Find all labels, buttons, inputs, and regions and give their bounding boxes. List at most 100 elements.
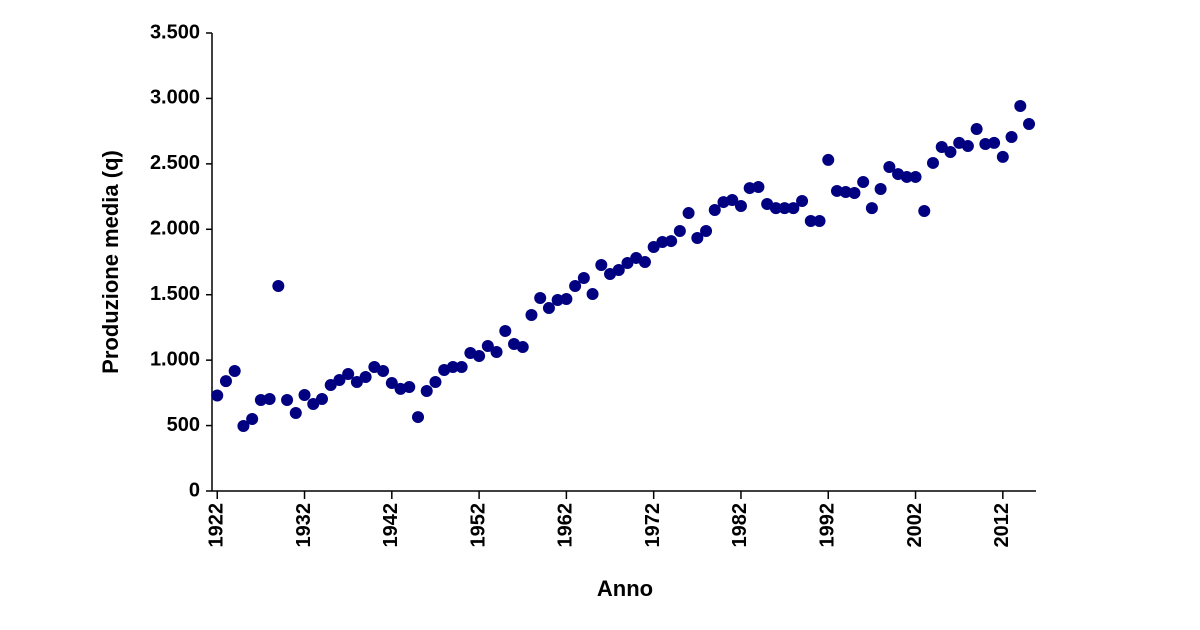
y-tick-label: 1.500	[150, 283, 200, 305]
point	[499, 324, 512, 337]
point	[307, 397, 320, 410]
y-tick-label: 2.500	[150, 152, 200, 174]
point	[769, 202, 782, 215]
point	[342, 368, 355, 381]
point	[813, 215, 826, 228]
point	[324, 379, 337, 392]
point	[211, 389, 224, 402]
y-tick-label: 3.000	[150, 87, 200, 109]
x-tick-label: 2002	[904, 503, 926, 548]
point	[385, 377, 398, 390]
point	[830, 184, 843, 197]
point	[988, 136, 1001, 149]
point	[656, 235, 669, 248]
point	[403, 380, 416, 393]
point	[665, 235, 678, 248]
point	[1023, 117, 1036, 130]
point	[787, 202, 800, 215]
point	[595, 259, 608, 272]
y-tick-label: 500	[167, 414, 200, 436]
point	[481, 340, 494, 353]
point	[647, 240, 660, 253]
point	[752, 181, 765, 194]
x-tick-label: 1942	[380, 503, 402, 548]
x-axis-title: Anno	[597, 576, 653, 601]
point	[228, 365, 241, 378]
y-tick-label: 2.000	[150, 218, 200, 240]
y-tick-label: 3.500	[150, 21, 200, 43]
y-axis-title: Produzione media (q)	[98, 150, 123, 374]
point	[516, 341, 529, 354]
point	[569, 279, 582, 292]
x-tick-label: 1972	[642, 503, 664, 548]
point	[246, 413, 259, 426]
point	[708, 204, 721, 217]
point	[804, 215, 817, 228]
point	[377, 365, 390, 378]
point	[726, 193, 739, 206]
point	[1005, 131, 1018, 144]
point	[359, 371, 372, 384]
point	[272, 279, 285, 292]
point	[691, 232, 704, 245]
point	[333, 374, 346, 387]
x-tick-label: 1992	[817, 503, 839, 548]
point	[734, 199, 747, 212]
y-tick-label: 0	[189, 479, 200, 501]
point	[551, 293, 564, 306]
point	[219, 375, 232, 388]
point	[429, 375, 442, 388]
point	[909, 170, 922, 183]
point	[927, 156, 939, 169]
point	[874, 182, 887, 195]
point	[778, 202, 791, 215]
point	[281, 394, 294, 407]
point	[970, 123, 983, 136]
point	[796, 195, 809, 208]
point	[865, 202, 878, 215]
x-tick-label: 1962	[555, 503, 577, 548]
point	[839, 185, 852, 198]
point	[857, 176, 870, 189]
point	[473, 349, 486, 362]
point	[612, 263, 625, 276]
point	[412, 411, 424, 424]
point	[935, 140, 948, 153]
point	[700, 224, 713, 237]
point	[560, 293, 573, 306]
point	[586, 288, 599, 301]
point	[638, 256, 651, 268]
point	[996, 150, 1009, 163]
point	[979, 137, 992, 150]
point	[848, 187, 861, 200]
point	[621, 257, 634, 270]
point	[298, 388, 311, 401]
x-tick-label: 1952	[467, 503, 489, 548]
point	[315, 393, 328, 406]
point	[525, 308, 538, 321]
point	[822, 153, 835, 166]
point	[743, 182, 756, 195]
x-tick-label: 2012	[991, 503, 1013, 548]
x-tick-label: 1922	[206, 503, 228, 548]
point	[289, 407, 302, 420]
point	[577, 271, 590, 284]
point	[542, 302, 555, 315]
point	[420, 385, 433, 398]
point	[455, 360, 468, 373]
point	[1014, 100, 1027, 113]
y-tick-label: 1.000	[150, 348, 200, 370]
x-tick-label: 1982	[729, 503, 751, 548]
point	[350, 375, 363, 388]
point	[900, 170, 913, 183]
point	[254, 394, 267, 407]
point	[446, 360, 459, 373]
point	[944, 145, 957, 158]
point	[961, 140, 974, 153]
point	[673, 224, 686, 237]
point	[534, 291, 547, 304]
point	[237, 419, 250, 432]
x-tick-label: 1932	[293, 503, 315, 548]
